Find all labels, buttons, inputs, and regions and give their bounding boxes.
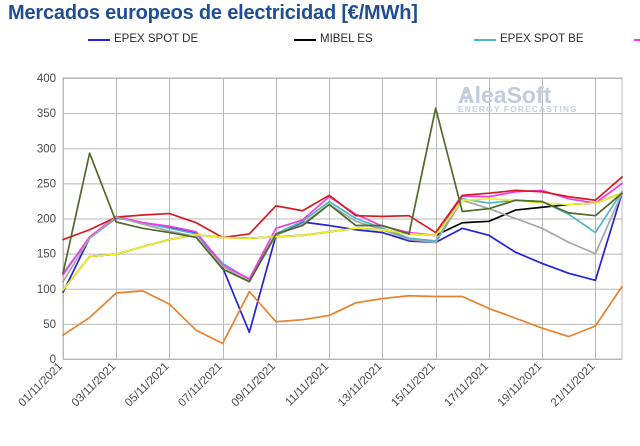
legend-color-swatch (474, 38, 496, 41)
y-tick-label: 100 (37, 284, 56, 296)
y-tick-label: 150 (37, 249, 56, 261)
y-tick-label: 350 (37, 108, 56, 120)
gridlines (62, 77, 623, 360)
x-tick-label: 01/11/2021 (17, 361, 66, 410)
series-line-nord-pool (62, 285, 623, 345)
x-tick-label: 09/11/2021 (229, 361, 278, 410)
x-tick-label: 03/11/2021 (70, 361, 119, 410)
x-tick-label: 21/11/2021 (549, 361, 598, 410)
series-line-ipex-it (62, 176, 623, 241)
legend-item-label: MIBEL ES (320, 33, 373, 45)
y-tick-label: 300 (37, 143, 56, 155)
legend-item[interactable]: EPEX SPOT BE (474, 32, 634, 47)
y-tick-label: 50 (43, 319, 56, 331)
legend-item-label: EPEX SPOT DE (114, 33, 199, 45)
data-series-layer (62, 107, 623, 345)
x-axis-ticks: 01/11/2021 03/11/2021 05/11/2021 07/11/2021… (17, 361, 598, 410)
series-line-epex-spot-nl (62, 192, 623, 283)
legend-item[interactable]: EPEX SPOT FR (634, 32, 640, 47)
y-tick-label: 200 (37, 214, 56, 226)
y-tick-label: 250 (37, 178, 56, 190)
legend-color-swatch (634, 38, 640, 41)
legend-item[interactable]: EPEX SPOT DE (88, 32, 294, 47)
series-line-n2ex-uk (62, 107, 623, 283)
legend-item-label: EPEX SPOT BE (500, 33, 584, 45)
x-tick-label: 11/11/2021 (283, 361, 331, 409)
x-tick-label: 17/11/2021 (442, 361, 491, 410)
page-title: Mercados europeos de electricidad [€/MWh… (8, 2, 418, 24)
y-tick-label: 400 (37, 73, 56, 85)
x-tick-label: 13/11/2021 (336, 361, 385, 410)
y-axis-ticks: 0 50 100 150 200 250 300 350 400 (37, 73, 56, 366)
x-tick-label: 19/11/2021 (496, 361, 545, 410)
x-tick-label: 07/11/2021 (176, 361, 225, 410)
x-tick-label: 05/11/2021 (123, 361, 172, 410)
legend-color-swatch (294, 38, 316, 41)
legend-item[interactable]: MIBEL ES (294, 32, 474, 47)
legend-color-swatch (88, 38, 110, 41)
y-tick-label: 0 (50, 354, 56, 366)
x-tick-label: 15/11/2021 (389, 361, 438, 410)
chart-legend: EPEX SPOT DE MIBEL ES EPEX SPOT BE EPEX SPO… (88, 32, 640, 47)
